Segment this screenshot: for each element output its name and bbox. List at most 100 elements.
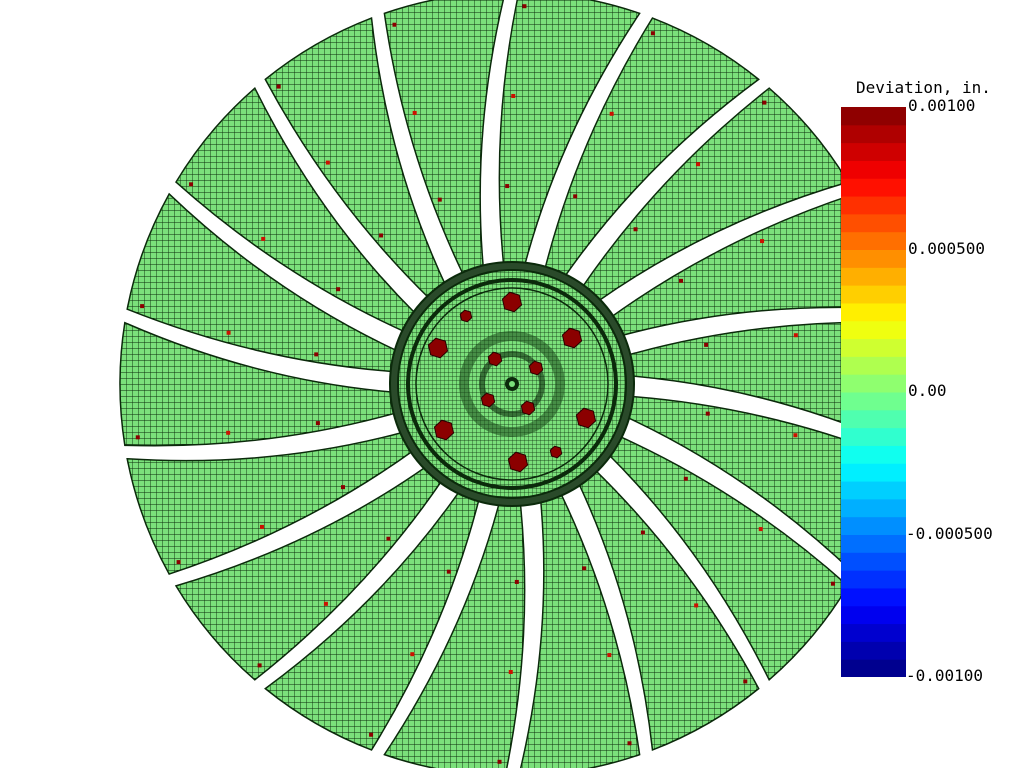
- deviation-hotspots: [427, 291, 597, 473]
- blade-edge-marker: [226, 330, 231, 335]
- blade-edge-marker: [392, 22, 397, 27]
- fan-blade: [498, 0, 641, 268]
- hub-hotspot: [459, 309, 473, 323]
- colorbar-band: [841, 142, 906, 161]
- colorbar-band: [841, 605, 906, 625]
- blade-edge-marker: [315, 421, 320, 426]
- blade-edge-marker: [582, 566, 587, 571]
- fan-blade: [383, 500, 526, 768]
- colorbar: [841, 107, 906, 677]
- colorbar-band: [841, 374, 906, 393]
- colorbar-band: [841, 356, 906, 375]
- blade-edge-marker: [760, 239, 765, 244]
- blade-edge-marker: [508, 669, 513, 674]
- fan-blade: [119, 321, 399, 447]
- hub-hotspot: [561, 327, 583, 349]
- blade-edge-marker: [650, 31, 655, 36]
- hub-hotspot: [575, 407, 597, 429]
- colorbar-band: [841, 249, 906, 268]
- hub-hotspot: [520, 400, 536, 416]
- hub-hotspot: [480, 392, 496, 408]
- blade-edge-marker: [261, 236, 266, 241]
- blade-edge-marker: [505, 184, 510, 189]
- blade-edge-marker: [573, 194, 578, 199]
- blade-edge-marker: [259, 524, 264, 529]
- legend-title: Deviation, in.: [856, 78, 991, 97]
- hub-hotspot: [501, 291, 523, 313]
- hub-hotspot: [427, 337, 449, 359]
- blade-edge-marker: [679, 278, 684, 283]
- blade-edge-marker: [257, 663, 262, 668]
- colorbar-band: [841, 463, 906, 482]
- hub-center-hole: [509, 381, 515, 387]
- blade-edge-marker: [683, 476, 688, 481]
- hub-core-ring: [479, 351, 545, 417]
- blade-edge-marker: [694, 603, 699, 608]
- colorbar-tick-label: 0.00100: [908, 96, 976, 115]
- hub-hotspot: [549, 445, 563, 459]
- blade-edge-marker: [189, 182, 194, 187]
- fan-blade: [383, 0, 505, 278]
- fan-blades: [119, 0, 905, 768]
- fan-blade: [519, 490, 641, 768]
- hub-inner-ring: [459, 331, 565, 437]
- colorbar-band: [841, 231, 906, 250]
- fan-blade: [126, 431, 416, 575]
- colorbar-band: [841, 445, 906, 464]
- hub-hotspot: [487, 351, 503, 367]
- blade-edge-marker: [386, 536, 391, 541]
- fan-blade: [606, 434, 849, 682]
- blade-edge-marker: [705, 411, 710, 416]
- colorbar-tick-label: 0.00: [908, 381, 947, 400]
- blade-edge-marker: [793, 433, 798, 438]
- colorbar-tick-label: 0.000500: [908, 238, 986, 258]
- blade-edge-marker: [627, 741, 632, 746]
- colorbar-band: [841, 659, 906, 677]
- colorbar-band: [841, 160, 906, 179]
- blade-edge-marker: [323, 601, 328, 606]
- colorbar-band: [841, 516, 906, 535]
- blade-edge-marker: [446, 569, 451, 574]
- hub-hotspot: [433, 419, 455, 441]
- blade-edge-marker: [609, 111, 614, 116]
- colorbar-band: [841, 481, 906, 500]
- blade-edge-marker: [704, 342, 709, 347]
- blade-edge-marker: [640, 530, 645, 535]
- blade-edge-marker: [336, 287, 341, 292]
- blade-edge-marker: [276, 84, 281, 89]
- colorbar-tick-label: -0.00100: [906, 666, 984, 685]
- colorbar-band: [841, 409, 906, 429]
- fan-blade: [264, 16, 447, 301]
- colorbar-band: [841, 623, 906, 642]
- colorbar-band: [841, 285, 906, 304]
- colorbar-band: [841, 392, 906, 411]
- blade-edge-marker: [514, 579, 519, 584]
- fan-blade: [543, 17, 760, 279]
- blade-edge-marker: [497, 759, 502, 764]
- fan-hub: [389, 261, 635, 507]
- blade-edge-marker: [830, 581, 835, 586]
- blade-edge-marker: [743, 679, 748, 684]
- colorbar-tick-label: -0.000500: [906, 523, 993, 543]
- hub-groove: [406, 278, 618, 490]
- blade-edge-marker: [314, 352, 319, 357]
- hub-hotspot: [528, 360, 544, 376]
- fan-blade: [126, 192, 400, 373]
- blade-edge-marker: [696, 162, 701, 167]
- blade-edge-marker: [369, 732, 374, 737]
- blade-edge-marker: [522, 4, 527, 9]
- colorbar-band: [841, 587, 906, 607]
- colorbar-band: [841, 213, 906, 233]
- colorbar-band: [841, 302, 906, 322]
- blade-edge-marker: [793, 333, 798, 338]
- colorbar-band: [841, 196, 906, 215]
- blade-edge-marker: [340, 485, 345, 490]
- colorbar-band: [841, 427, 906, 446]
- colorbar-band: [841, 498, 906, 518]
- blade-edge-marker: [762, 100, 767, 105]
- blade-edge-marker: [135, 435, 140, 440]
- fan-blade: [174, 465, 444, 681]
- colorbar-band: [841, 107, 906, 126]
- blade-edge-marker: [410, 652, 415, 657]
